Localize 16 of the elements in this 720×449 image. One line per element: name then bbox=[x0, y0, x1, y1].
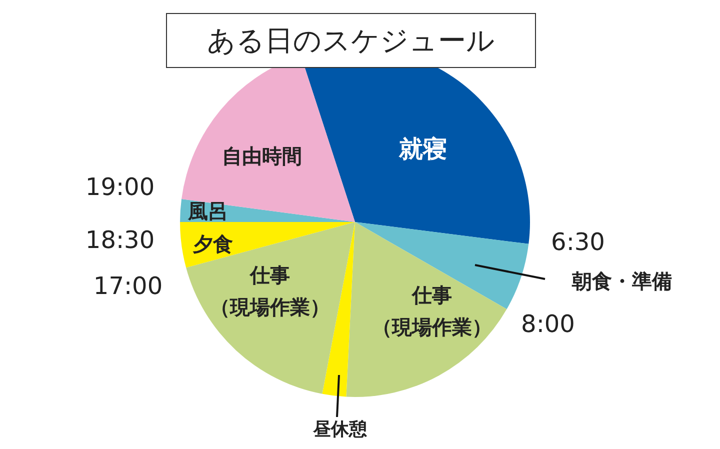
chart-title: ある日のスケジュール bbox=[166, 13, 536, 68]
slice-label: 自由時間 bbox=[222, 144, 302, 168]
pie-slice bbox=[322, 222, 355, 397]
text: 17:00 bbox=[93, 272, 163, 300]
slice-label: 風呂 bbox=[187, 199, 228, 223]
text: 18:30 bbox=[85, 226, 155, 254]
text: 19:00 bbox=[85, 173, 155, 201]
slice-label: 就寝 bbox=[398, 135, 447, 163]
slice-label: 昼休憩 bbox=[312, 419, 368, 440]
slice-label: 夕食 bbox=[192, 232, 233, 256]
slice-label: 仕事（現場作業） bbox=[210, 263, 330, 319]
text: 6:30 bbox=[551, 228, 605, 256]
pie-slice bbox=[355, 222, 529, 310]
text: 8:00 bbox=[521, 310, 575, 338]
slice-label: 朝食・準備 bbox=[571, 269, 672, 293]
slice-label: 仕事（現場作業） bbox=[372, 283, 492, 339]
